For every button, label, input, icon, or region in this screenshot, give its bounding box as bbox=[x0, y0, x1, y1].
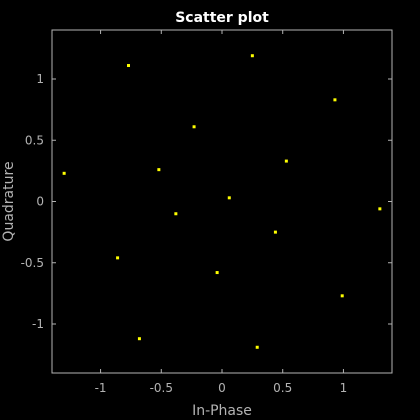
chart-title: Scatter plot bbox=[175, 10, 269, 26]
scatter-point bbox=[255, 345, 259, 349]
x-tick-label: 1 bbox=[340, 381, 348, 395]
x-tick-label: -1 bbox=[95, 381, 107, 395]
y-axis-label: Quadrature bbox=[1, 161, 17, 241]
scatter-point bbox=[215, 271, 219, 275]
x-tick-label: 0.5 bbox=[273, 381, 292, 395]
scatter-point bbox=[62, 171, 66, 175]
scatter-point bbox=[192, 125, 196, 129]
y-tick-label: 1 bbox=[36, 72, 44, 86]
scatter-point bbox=[137, 337, 141, 341]
y-tick-label: -1 bbox=[32, 317, 44, 331]
scatter-point bbox=[378, 207, 382, 211]
y-tick-label: -0.5 bbox=[21, 256, 44, 270]
scatter-point bbox=[127, 64, 130, 68]
scatter-points bbox=[62, 54, 382, 349]
scatter-point bbox=[174, 212, 178, 216]
scatter-point bbox=[333, 98, 337, 102]
y-tick-label: 0.5 bbox=[25, 133, 44, 147]
scatter-point bbox=[340, 294, 344, 298]
scatter-point bbox=[227, 196, 231, 200]
scatter-point bbox=[116, 256, 120, 260]
scatter-point bbox=[250, 54, 254, 58]
plot-area bbox=[51, 29, 393, 374]
scatter-point bbox=[284, 159, 288, 163]
x-tick-label: 0 bbox=[218, 381, 226, 395]
x-axis-label: In-Phase bbox=[192, 403, 252, 419]
y-tick-label: 0 bbox=[36, 195, 44, 209]
axis-ticks: -1 -0.5 0 0.5 1 -1 -0.5 0 0.5 1 bbox=[21, 30, 392, 395]
x-tick-label: -0.5 bbox=[150, 381, 173, 395]
scatter-point bbox=[157, 168, 161, 172]
scatter-point bbox=[273, 230, 277, 234]
